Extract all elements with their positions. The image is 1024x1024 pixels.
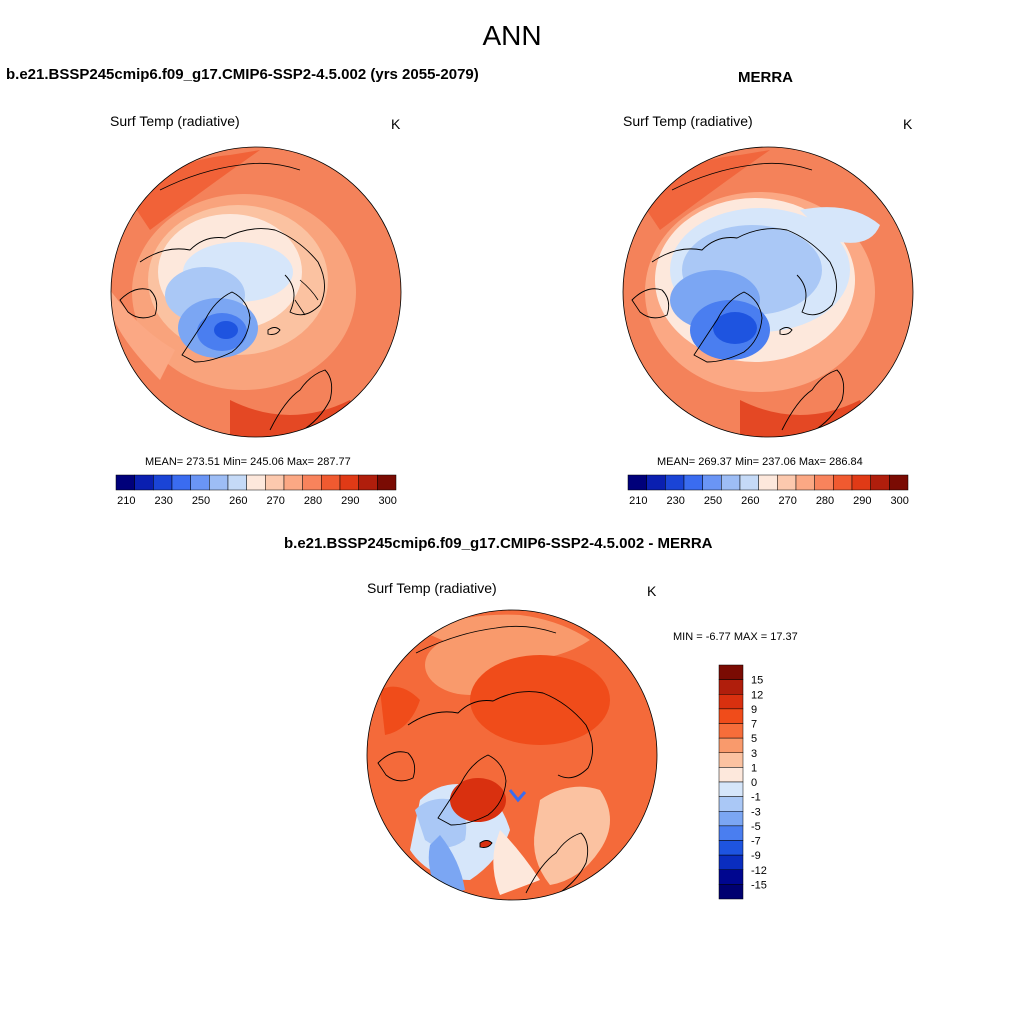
colorbar-label: 250: [704, 495, 722, 507]
panel-title-merra: MERRA: [738, 69, 793, 86]
colorbar-label: -15: [751, 879, 767, 891]
colorbar-swatch: [646, 474, 666, 491]
main-title: ANN: [482, 20, 542, 51]
colorbar-swatch: [777, 474, 797, 491]
colorbar-label: 1: [751, 762, 757, 774]
colorbar-swatch: [246, 474, 266, 491]
colorbar-swatch: [889, 474, 909, 491]
colorbar-swatch: [377, 474, 397, 491]
colorbar-swatch: [153, 474, 173, 491]
colorbar-swatch: [739, 474, 759, 491]
colorbar-swatch: [683, 474, 703, 491]
colorbar-swatch: [718, 854, 744, 870]
colorbar-swatch: [718, 884, 744, 900]
variable-label-diff: Surf Temp (radiative): [367, 580, 497, 596]
map-merra: [623, 147, 913, 437]
colorbar-label: 7: [751, 719, 757, 731]
colorbar-swatch: [718, 679, 744, 695]
colorbar-swatch: [718, 664, 744, 680]
stats-model: MEAN= 273.51 Min= 245.06 Max= 287.77: [145, 456, 351, 468]
colorbar-label: 9: [751, 704, 757, 716]
colorbar-label: 3: [751, 748, 757, 760]
colorbar-swatch: [265, 474, 285, 491]
colorbar-label: 5: [751, 733, 757, 745]
colorbar-swatch: [321, 474, 341, 491]
colorbar-swatch: [718, 752, 744, 768]
colorbar-label: 230: [154, 495, 172, 507]
variable-label-model: Surf Temp (radiative): [110, 113, 240, 129]
colorbar-label: -5: [751, 821, 761, 833]
colorbar-label: 280: [304, 495, 322, 507]
colorbar-label: -3: [751, 806, 761, 818]
colorbar-swatch: [718, 869, 744, 885]
colorbar-swatch: [227, 474, 247, 491]
colorbar-difference: 15 12 9 7 5 3 1 0 -1 -3 -5 -7 -9 -12 -15: [718, 664, 767, 900]
colorbar-swatch: [134, 474, 154, 491]
colorbar-swatch: [721, 474, 741, 491]
colorbar-label: -7: [751, 836, 761, 848]
stats-diff: MIN = -6.77 MAX = 17.37: [673, 631, 798, 643]
unit-label-diff: K: [647, 583, 657, 599]
colorbar-swatch: [627, 474, 647, 491]
colorbar-swatch: [718, 811, 744, 827]
colorbar-swatch: [283, 474, 303, 491]
colorbar-swatch: [665, 474, 685, 491]
colorbar-merra: 210 230 250 260 270 280 290 300: [627, 474, 909, 507]
colorbar-swatch: [718, 767, 744, 783]
colorbar-label: 210: [629, 495, 647, 507]
unit-label-merra: K: [903, 116, 913, 132]
colorbar-swatch: [718, 694, 744, 710]
colorbar-label: -9: [751, 850, 761, 862]
colorbar-label: 230: [666, 495, 684, 507]
colorbar-label: 270: [266, 495, 284, 507]
colorbar-label: 290: [341, 495, 359, 507]
colorbar-swatch: [851, 474, 871, 491]
colorbar-swatch: [718, 723, 744, 739]
colorbar-swatch: [339, 474, 359, 491]
colorbar-label: 300: [378, 495, 396, 507]
unit-label-model: K: [391, 116, 401, 132]
panel-title-diff: b.e21.BSSP245cmip6.f09_g17.CMIP6-SSP2-4.…: [284, 535, 713, 552]
colorbar-swatch: [718, 825, 744, 841]
colorbar-label: 300: [890, 495, 908, 507]
colorbar-swatch: [814, 474, 834, 491]
colorbar-label: 280: [816, 495, 834, 507]
colorbar-model: 210 230 250 260 270 280 290 300: [115, 474, 397, 507]
colorbar-swatch: [115, 474, 135, 491]
colorbar-label: 290: [853, 495, 871, 507]
colorbar-swatch: [833, 474, 853, 491]
map-model: [111, 147, 401, 437]
variable-label-merra: Surf Temp (radiative): [623, 113, 753, 129]
colorbar-swatch: [171, 474, 191, 491]
colorbar-swatch: [190, 474, 210, 491]
colorbar-label: 0: [751, 777, 757, 789]
colorbar-swatch: [302, 474, 322, 491]
colorbar-swatch: [718, 840, 744, 856]
colorbar-label: 260: [741, 495, 759, 507]
colorbar-label: 260: [229, 495, 247, 507]
panel-title-model: b.e21.BSSP245cmip6.f09_g17.CMIP6-SSP2-4.…: [6, 66, 479, 83]
colorbar-swatch: [718, 781, 744, 797]
colorbar-label: 210: [117, 495, 135, 507]
colorbar-swatch: [758, 474, 778, 491]
colorbar-swatch: [870, 474, 890, 491]
colorbar-swatch: [718, 737, 744, 753]
colorbar-label: 270: [778, 495, 796, 507]
colorbar-swatch: [718, 796, 744, 812]
colorbar-swatch: [795, 474, 815, 491]
colorbar-label: 12: [751, 689, 763, 701]
map-difference: [367, 610, 657, 900]
colorbar-label: 15: [751, 675, 763, 687]
colorbar-swatch: [702, 474, 722, 491]
colorbar-label: -1: [751, 792, 761, 804]
colorbar-swatch: [358, 474, 378, 491]
colorbar-swatch: [718, 708, 744, 724]
stats-merra: MEAN= 269.37 Min= 237.06 Max= 286.84: [657, 456, 863, 468]
colorbar-swatch: [209, 474, 229, 491]
colorbar-label: 250: [192, 495, 210, 507]
colorbar-label: -12: [751, 865, 767, 877]
